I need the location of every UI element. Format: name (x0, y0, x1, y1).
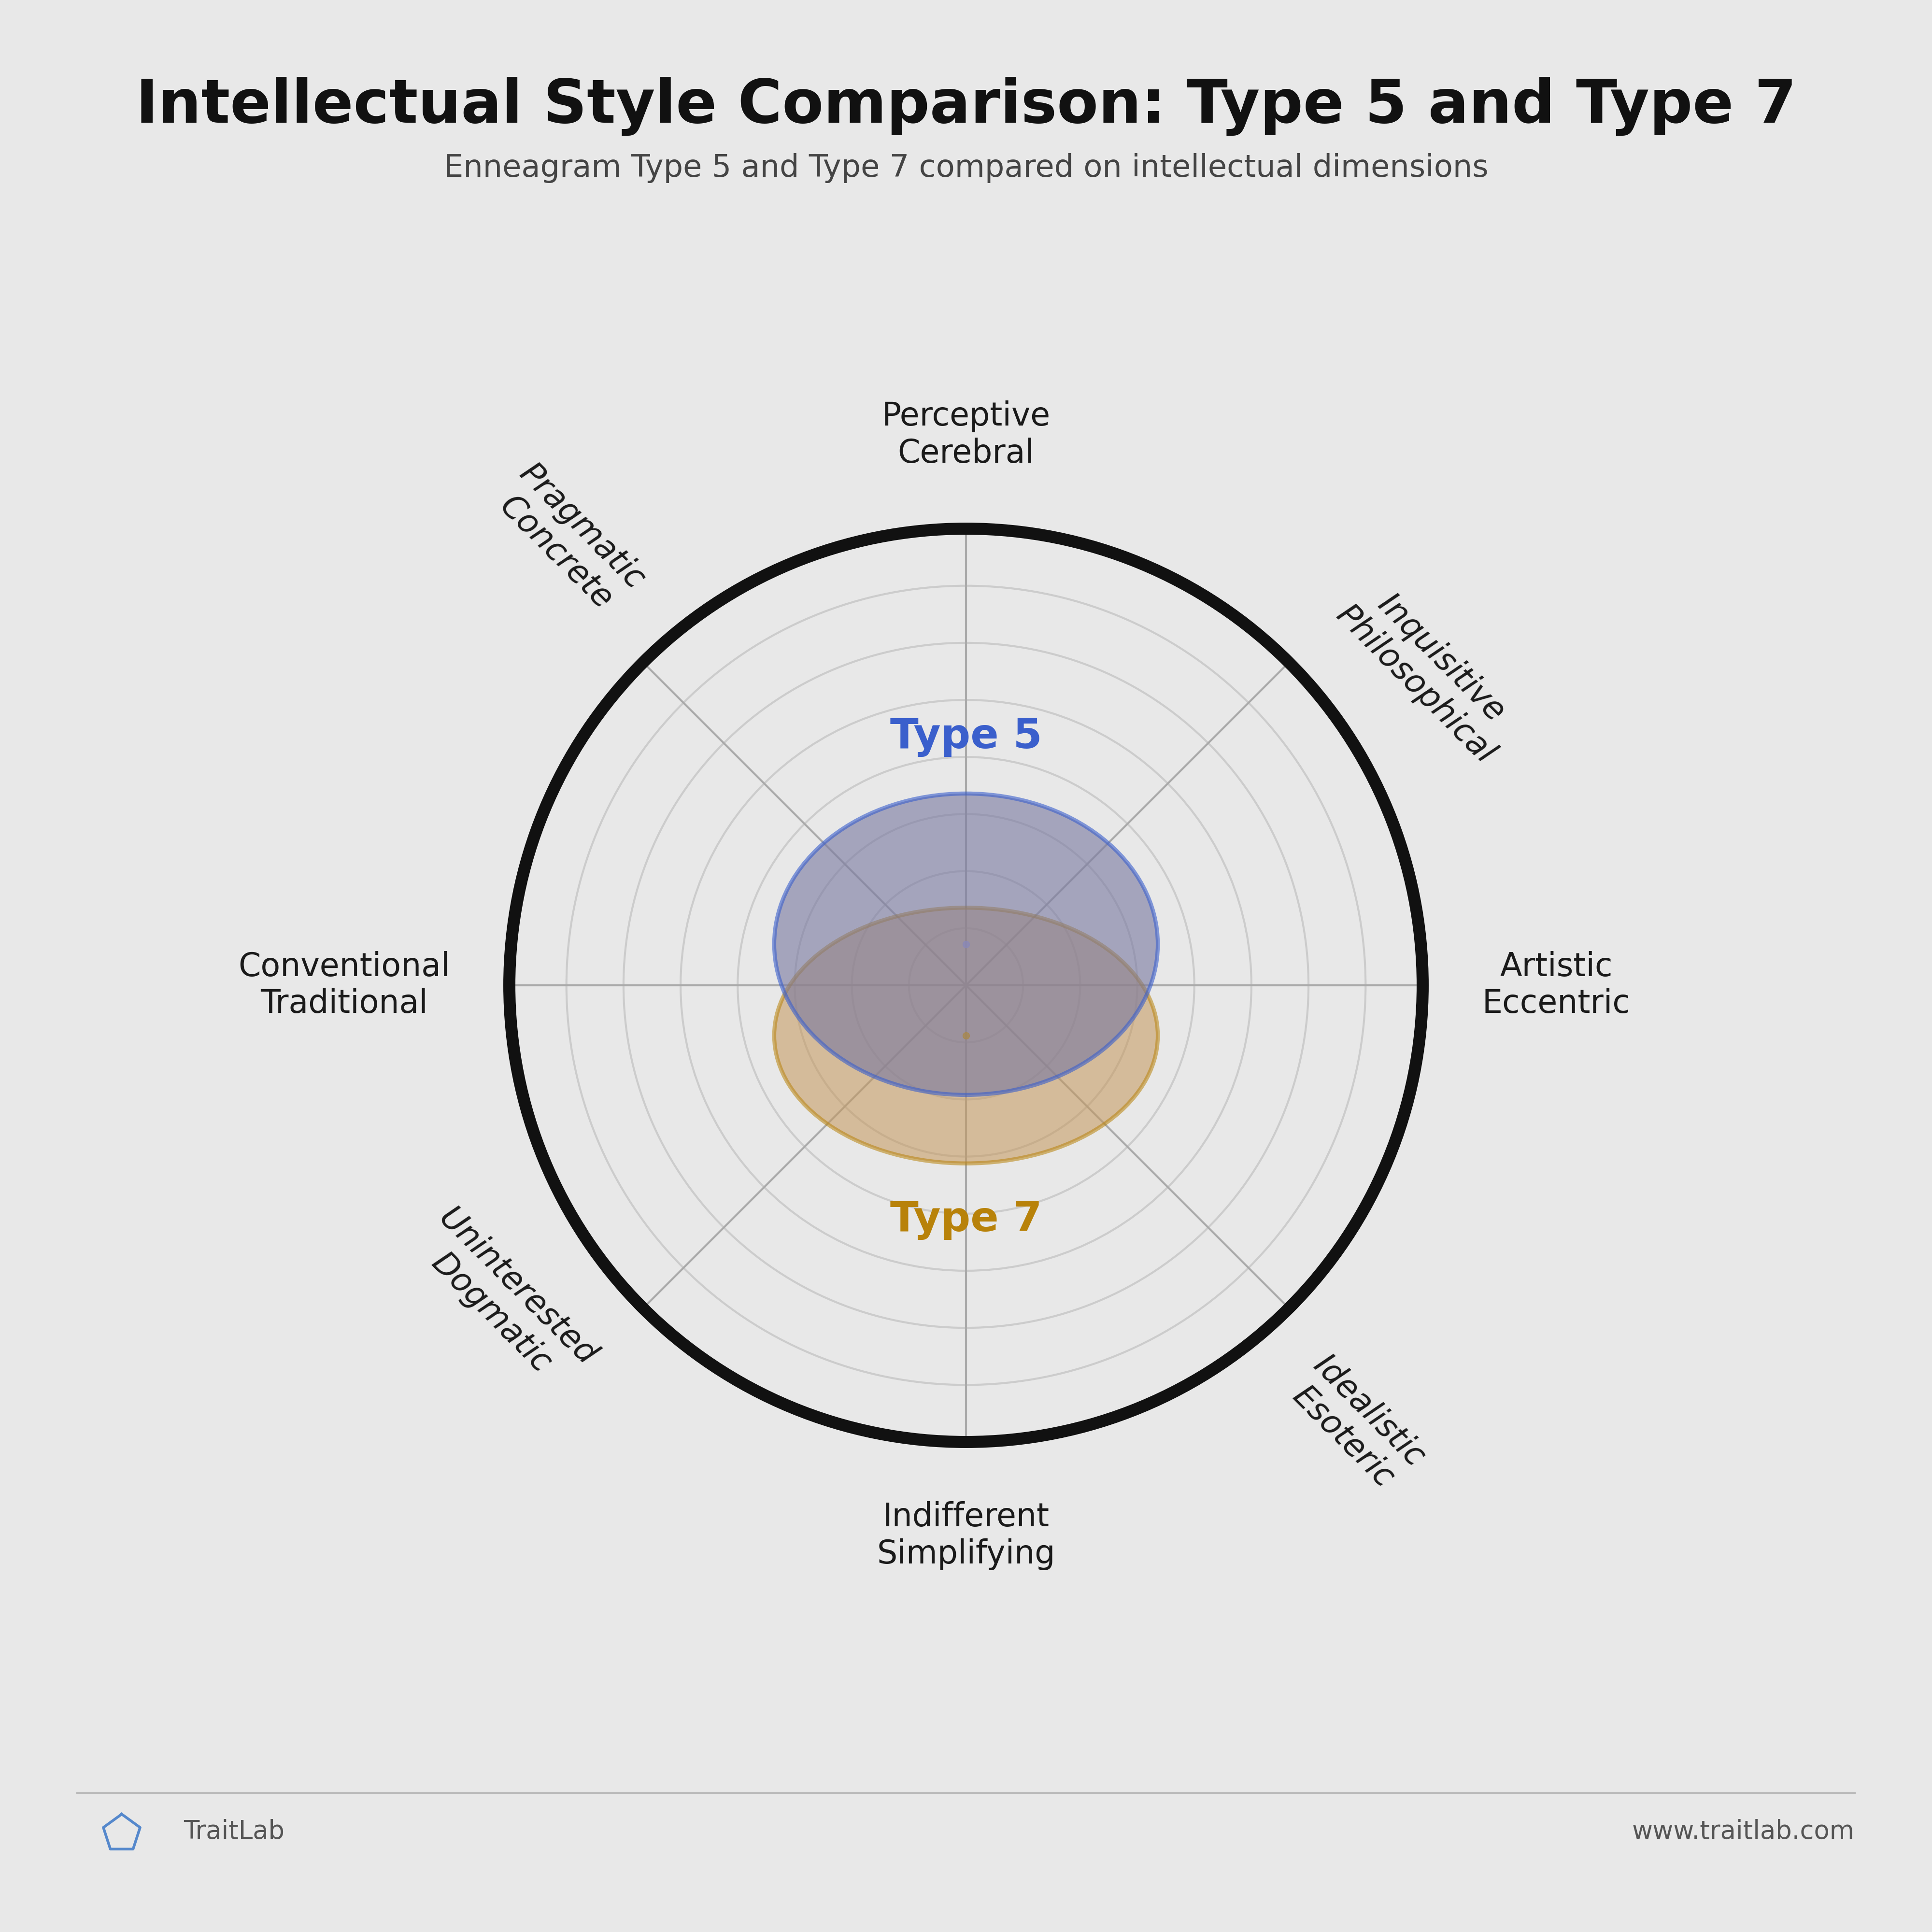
Text: Indifferent
Simplifying: Indifferent Simplifying (877, 1501, 1055, 1571)
Text: Intellectual Style Comparison: Type 5 and Type 7: Intellectual Style Comparison: Type 5 an… (135, 77, 1797, 135)
Text: Idealistic
Esoteric: Idealistic Esoteric (1281, 1349, 1432, 1499)
Text: Pragmatic
Concrete: Pragmatic Concrete (487, 458, 651, 622)
Text: Inquisitive
Philosophical: Inquisitive Philosophical (1329, 574, 1526, 771)
Text: www.traitlab.com: www.traitlab.com (1633, 1820, 1855, 1843)
Text: Artistic
Eccentric: Artistic Eccentric (1482, 951, 1631, 1020)
Text: Uninterested
Dogmatic: Uninterested Dogmatic (406, 1202, 603, 1397)
Ellipse shape (775, 908, 1157, 1163)
Text: Perceptive
Cerebral: Perceptive Cerebral (881, 400, 1051, 469)
Text: TraitLab: TraitLab (184, 1820, 284, 1843)
Text: Type 5: Type 5 (891, 717, 1041, 757)
Text: Enneagram Type 5 and Type 7 compared on intellectual dimensions: Enneagram Type 5 and Type 7 compared on … (444, 153, 1488, 184)
Text: Type 7: Type 7 (891, 1200, 1041, 1240)
Ellipse shape (775, 794, 1157, 1095)
Text: Conventional
Traditional: Conventional Traditional (238, 951, 450, 1020)
